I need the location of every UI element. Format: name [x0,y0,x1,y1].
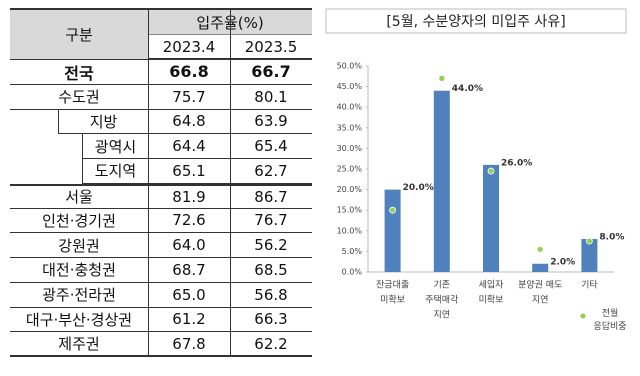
row-value: 66.8 [148,60,230,85]
dot [586,237,593,245]
dot [487,167,495,175]
header-cell: 2023.5 [230,35,312,60]
value-label: 8.0% [599,233,624,243]
bar [532,263,549,272]
y-tick-label: 50.0% [337,62,363,71]
row-label: 인천·경기권 [10,209,148,234]
row-value: 76.7 [230,209,312,234]
row-value: 64.8 [148,110,230,135]
legend-label: 전월 응답비중 [593,309,627,332]
row-label: 대전·충청권 [10,258,148,283]
row-value: 66.7 [230,60,312,85]
x-tick-label: 주택매각 [425,294,458,306]
dot [438,74,446,82]
bar [433,90,450,272]
y-tick-label: 45.0% [337,82,363,91]
x-tick-label: 잔금대출 [376,280,409,291]
x-tick-label: 지연 [434,310,451,321]
row-value: 65.4 [230,134,312,159]
x-tick-label: 지연 [532,295,549,306]
row-label: 광역시 [82,134,148,159]
bar [483,164,499,272]
value-label: 20.0% [403,183,434,193]
dot [536,245,544,253]
row-value: 62.2 [230,332,312,357]
row-value: 66.3 [230,308,312,333]
x-tick-label: 기타 [581,280,598,291]
row-value: 86.7 [230,183,312,209]
row-value: 62.7 [230,159,312,184]
row-value: 72.6 [148,209,230,234]
column-line [230,8,231,357]
row-value: 63.9 [230,110,312,135]
y-tick-label: 25.0% [337,165,363,174]
row-value: 64.0 [148,233,230,258]
value-label: 26.0% [501,158,532,168]
row-label: 강원권 [10,233,148,258]
row-label: 지방 [58,109,148,135]
row-value: 64.4 [148,134,230,159]
y-tick-label: 20.0% [337,185,363,194]
row-value: 67.8 [148,332,230,357]
row-value: 80.1 [230,85,312,110]
y-tick-label: 40.0% [337,103,363,112]
row-value: 56.2 [230,233,312,258]
y-tick-label: 15.0% [337,206,363,215]
title-box [325,8,627,34]
row-label: 대구·부산·경상권 [10,308,148,333]
x-tick-label: 기존 [434,280,451,291]
legend-dot [580,313,586,319]
legend: 전월 응답비중 [593,309,627,332]
y-tick-label: 5.0% [342,247,363,256]
header-cell: 구분 [10,8,148,60]
x-tick-label: 미확보 [380,294,405,306]
row-value: 65.1 [148,159,230,184]
row-value: 68.7 [148,258,230,283]
x-tick-label: 분양권 매도 [518,279,562,291]
row-value: 81.9 [148,183,230,209]
row-label: 도지역 [82,159,148,184]
row-value: 68.5 [230,258,312,283]
row-value: 56.8 [230,283,312,308]
x-tick-label: 미확보 [479,294,504,306]
row-label: 제주권 [10,332,148,357]
chart-title: [5월, 수분양자의 미입주 사유] [386,14,565,30]
row-label: 서울 [10,183,148,209]
value-label: 44.0% [452,84,483,94]
bar [581,239,598,272]
row-value: 65.0 [148,283,230,308]
y-tick-label: 0.0% [342,268,363,277]
row-label: 수도권 [10,85,148,110]
y-tick-label: 30.0% [337,144,363,153]
row-value: 61.2 [148,308,230,333]
y-tick-label: 10.0% [337,226,363,235]
header-cell: 2023.4 [148,35,230,60]
column-line [148,8,149,357]
row-label: 전국 [10,60,148,85]
row-value: 75.7 [148,85,230,110]
dot [389,206,397,214]
bar [384,189,401,272]
value-label: 2.0% [550,257,575,267]
x-tick-label: 세입자 [479,279,505,291]
y-tick-label: 35.0% [337,123,363,132]
row-label: 광주·전라권 [10,283,148,308]
